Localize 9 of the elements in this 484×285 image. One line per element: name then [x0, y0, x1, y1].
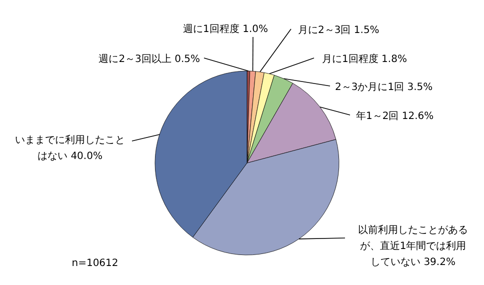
slice-label: 2～3か月に1回 3.5% — [335, 82, 433, 93]
slice-label: 月に2～3回 1.5% — [298, 25, 380, 36]
slice-label: いままでに利用したことはない 40.0% — [15, 134, 125, 162]
slice-label: 週に2～3回以上 0.5% — [98, 53, 200, 65]
legend-label: 以前利用したことがあるが、直近1年間では利用していない 39.2% — [358, 224, 468, 268]
slice-label: 月に1回程度 1.8% — [322, 53, 407, 65]
slice-label: 年1～2回 12.6% — [356, 110, 434, 122]
text: n=10612 — [72, 258, 118, 269]
slice-label: 週に1回程度 1.0% — [183, 23, 268, 35]
